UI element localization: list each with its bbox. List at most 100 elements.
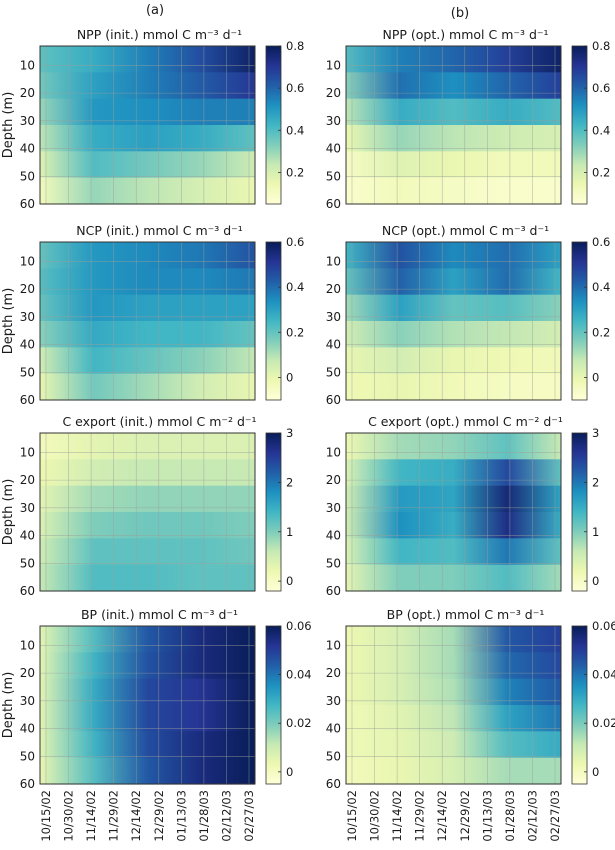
panel-6: C export (opt.) mmol C m⁻² d⁻¹1020304050… (326, 414, 600, 598)
y-tick-label: 20 (326, 473, 341, 487)
heatmap-row (346, 705, 561, 732)
colorbar-tick-label: 0.04 (286, 668, 312, 682)
heatmap-row (40, 538, 255, 566)
y-tick-label: 20 (20, 86, 35, 100)
heatmap-row (346, 731, 561, 759)
y-tick-label: 50 (20, 749, 35, 763)
plot-frame (39, 432, 256, 592)
heatmap-row (40, 46, 255, 73)
plot-frame (345, 625, 562, 785)
colorbar-tick-label: 0.6 (592, 81, 610, 95)
y-tick-label: 20 (20, 473, 35, 487)
plot-frame (345, 241, 562, 401)
y-tick-label: 40 (326, 338, 341, 352)
panel-title: NCP (init.) mmol C m⁻³ d⁻¹ (76, 223, 243, 238)
heatmap-row (40, 125, 255, 152)
y-axis-label: Depth (m) (1, 479, 16, 546)
heatmap-row (346, 98, 561, 126)
colorbar (265, 241, 282, 401)
y-tick-label: 40 (326, 142, 341, 156)
colorbar-tick-label: 3 (592, 426, 599, 440)
panel-8: BP (opt.) mmol C m⁻³ d⁻¹ 10 20 30 40 50 60 10/1… (326, 607, 615, 842)
heatmap-row (40, 347, 255, 375)
x-tick-label: 02/27/03 (242, 790, 256, 842)
x-tick-label: 02/12/03 (219, 790, 233, 842)
y-tick-label: 30 (326, 310, 341, 324)
heatmap-row (40, 268, 255, 296)
colorbar-tick-label: 0 (286, 574, 293, 588)
y-tick-label: 60 (326, 777, 341, 791)
heatmap-row (40, 512, 255, 539)
heatmap-row (346, 177, 561, 205)
heatmap-row (346, 125, 561, 152)
y-axis-label: Depth (m) (1, 672, 16, 739)
x-tick-label: 01/13/03 (174, 790, 188, 842)
y-tick-label: 40 (20, 338, 35, 352)
y-axis-label: Depth (m) (1, 92, 16, 159)
panel-1: NPP (init.) mmol C m⁻³ d⁻¹ 10 20 30 40 50 60 De… (1, 27, 304, 211)
colorbar (265, 432, 282, 592)
colorbar-tick-label: 0.2 (286, 325, 304, 339)
y-tick-label: 20 (20, 666, 35, 680)
panel-title: C export (init.) mmol C m⁻² d⁻¹ (62, 414, 256, 429)
heatmap-row (346, 485, 561, 513)
heatmap-row (346, 347, 561, 375)
colorbar-tick-label: 0 (592, 765, 599, 779)
y-tick-label: 50 (20, 556, 35, 570)
y-tick-label: 50 (326, 556, 341, 570)
heatmap-row (346, 678, 561, 706)
column-label-a: (a) (146, 3, 164, 18)
colorbar-tick-label: 0.4 (286, 280, 304, 294)
heatmap-row (40, 731, 255, 759)
y-tick-label: 40 (326, 529, 341, 543)
x-tick-label: 01/28/03 (503, 790, 517, 842)
colorbar-tick-label: 1 (592, 525, 599, 539)
panel-title: NPP (init.) mmol C m⁻³ d⁻¹ (77, 27, 242, 42)
heatmap-field (40, 626, 255, 785)
colorbar-tick-label: 0.02 (592, 716, 615, 730)
heatmap-row (40, 373, 255, 401)
panel-4: NCP (opt.) mmol C m⁻³ d⁻¹ 10 20 30 40 50 60 0.6… (326, 223, 611, 407)
colorbar-tick-label: 0.04 (592, 668, 615, 682)
colorbar (265, 45, 282, 205)
x-tick-label: 12/14/02 (435, 790, 449, 842)
y-tick-label: 20 (326, 282, 341, 296)
heatmap-row (40, 459, 255, 487)
colorbar (571, 625, 588, 785)
heatmap-row (346, 72, 561, 100)
heatmap-field (40, 242, 255, 401)
heatmap-row (346, 321, 561, 348)
heatmap-row (346, 46, 561, 73)
y-tick-label: 10 (326, 445, 341, 459)
y-tick-label: 20 (326, 86, 341, 100)
y-tick-label: 40 (20, 142, 35, 156)
panel-title: C export (opt.) mmol C m⁻² d⁻¹ (368, 414, 563, 429)
plot-frame (39, 625, 256, 785)
y-tick-label: 50 (20, 169, 35, 183)
x-tick-label: 10/30/02 (62, 790, 76, 842)
y-tick-label: 50 (20, 365, 35, 379)
colorbar-tick-label: 0 (286, 370, 293, 384)
heatmap-row (40, 485, 255, 513)
colorbar-tick-label: 0.6 (286, 81, 304, 95)
y-tick-label: 30 (326, 501, 341, 515)
y-tick-label: 40 (326, 722, 341, 736)
colorbar-tick-label: 0.6 (592, 235, 610, 249)
colorbar-tick-label: 0 (592, 574, 599, 588)
heatmap-row (40, 564, 255, 592)
heatmap-row (40, 433, 255, 460)
y-tick-label: 40 (20, 722, 35, 736)
colorbar-tick-label: 0.4 (592, 123, 610, 137)
colorbar-tick-label: 0.2 (592, 325, 610, 339)
heatmap-row (346, 151, 561, 179)
heatmap-row (346, 459, 561, 487)
heatmap-field (40, 433, 255, 592)
panel-title: BP (opt.) mmol C m⁻³ d⁻¹ (387, 607, 545, 622)
colorbar-tick-label: 0.02 (286, 716, 312, 730)
panel-5: C export (init.) mmol C m⁻² d⁻¹102030405… (1, 414, 293, 598)
colorbar (571, 241, 588, 401)
panel-3: NCP (init.) mmol C m⁻³ d⁻¹ 10 20 30 40 50 60 De… (1, 223, 304, 407)
colorbar-tick-label: 2 (592, 475, 599, 489)
column-label-b: (b) (451, 6, 469, 21)
